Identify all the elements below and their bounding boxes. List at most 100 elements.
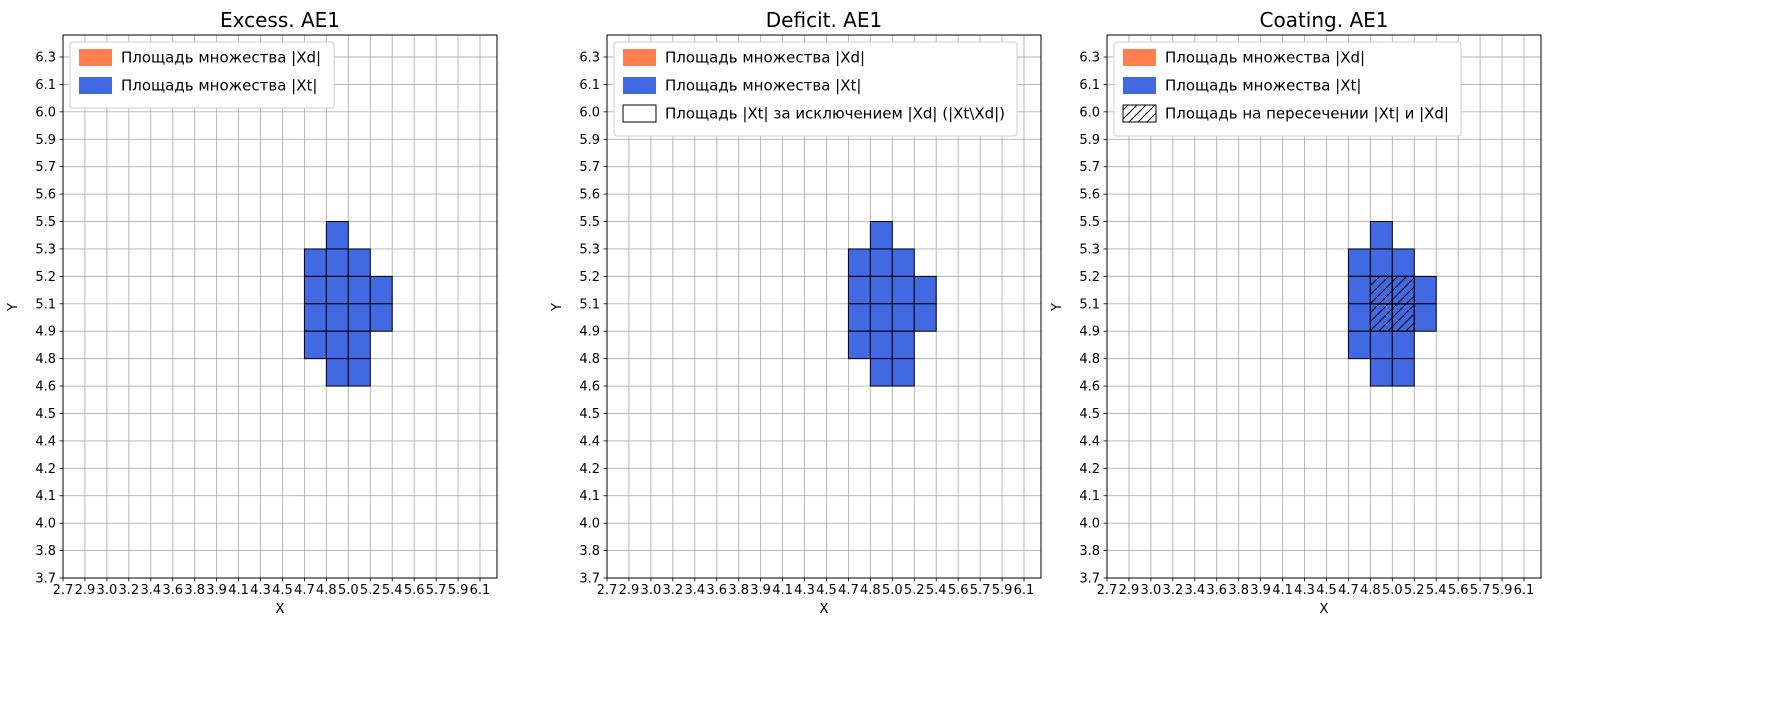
plot-background bbox=[63, 35, 497, 578]
legend-label: Площадь множества |Xt| bbox=[121, 77, 317, 95]
x-tick-label: 4.5 bbox=[816, 583, 837, 598]
x-axis-label-deficit: X bbox=[820, 602, 829, 617]
legend-swatch-solid bbox=[623, 77, 656, 94]
y-tick-label: 5.6 bbox=[35, 188, 56, 203]
y-tick-label: 5.7 bbox=[579, 160, 600, 175]
x-tick-label: 2.9 bbox=[1119, 583, 1140, 598]
y-tick-label: 4.0 bbox=[35, 517, 56, 532]
x-tick-label: 3.8 bbox=[184, 583, 205, 598]
y-tick-label: 4.6 bbox=[1079, 380, 1100, 395]
filled-cell bbox=[847, 275, 871, 305]
y-tick-label: 5.7 bbox=[35, 160, 56, 175]
x-tick-label: 5.7 bbox=[1470, 583, 1491, 598]
hatched-cell bbox=[1391, 303, 1415, 332]
y-tick-label: 3.8 bbox=[579, 544, 600, 559]
filled-cell bbox=[891, 330, 915, 360]
legend-swatch-solid bbox=[79, 77, 112, 94]
x-tick-label: 4.7 bbox=[294, 583, 315, 598]
filled-cell bbox=[913, 275, 937, 305]
filled-cell bbox=[891, 248, 915, 277]
y-tick-label: 6.1 bbox=[35, 78, 56, 93]
y-tick-label: 4.4 bbox=[35, 434, 56, 449]
filled-cell bbox=[303, 303, 327, 332]
x-tick-label: 3.0 bbox=[641, 583, 662, 598]
x-tick-label: 5.4 bbox=[382, 583, 403, 598]
filled-cell bbox=[1413, 303, 1437, 332]
y-tick-label: 5.1 bbox=[1079, 297, 1100, 312]
filled-cell bbox=[1413, 275, 1437, 305]
y-tick-label: 4.9 bbox=[579, 325, 600, 340]
x-tick-label: 5.4 bbox=[1426, 583, 1447, 598]
y-tick-label: 4.8 bbox=[579, 352, 600, 367]
y-tick-label: 4.5 bbox=[35, 407, 56, 422]
x-tick-label: 5.0 bbox=[1382, 583, 1403, 598]
x-tick-label: 5.2 bbox=[904, 583, 925, 598]
y-tick-label: 4.4 bbox=[1079, 434, 1100, 449]
chart-title-deficit: Deficit. AE1 bbox=[766, 8, 882, 32]
filled-cell bbox=[891, 358, 915, 387]
y-tick-label: 4.8 bbox=[35, 352, 56, 367]
filled-cell bbox=[1369, 248, 1393, 277]
x-tick-label: 4.5 bbox=[272, 583, 293, 598]
y-tick-label: 3.8 bbox=[35, 544, 56, 559]
filled-cell bbox=[1391, 248, 1415, 277]
x-tick-label: 4.3 bbox=[1294, 583, 1315, 598]
y-tick-label: 5.9 bbox=[579, 133, 600, 148]
y-tick-label: 5.6 bbox=[1079, 188, 1100, 203]
x-tick-label: 5.6 bbox=[404, 583, 425, 598]
x-tick-label: 2.9 bbox=[619, 583, 640, 598]
y-tick-label: 6.0 bbox=[579, 105, 600, 120]
x-tick-label: 4.7 bbox=[1338, 583, 1359, 598]
x-tick-label: 3.2 bbox=[118, 583, 139, 598]
x-tick-label: 3.9 bbox=[206, 583, 227, 598]
filled-cell bbox=[325, 248, 349, 277]
y-axis-label-deficit: Y bbox=[550, 303, 565, 312]
y-tick-label: 4.1 bbox=[1079, 489, 1100, 504]
filled-cell bbox=[1347, 248, 1371, 277]
chart-deficit: 2.7 2.9 3.0 3.2 3.4 3.6 3.8 3.9 4.1 4.3 4.5 4.7 4.8 5… bbox=[579, 34, 1042, 599]
x-tick-label: 3.4 bbox=[684, 583, 705, 598]
y-tick-label: 6.1 bbox=[579, 78, 600, 93]
hatched-cell bbox=[1391, 275, 1415, 305]
y-tick-label: 4.6 bbox=[579, 380, 600, 395]
filled-cell bbox=[869, 330, 893, 360]
y-tick-label: 4.4 bbox=[579, 434, 600, 449]
filled-cell bbox=[1369, 358, 1393, 387]
y-tick-label: 4.1 bbox=[35, 489, 56, 504]
cells bbox=[1347, 221, 1437, 387]
y-axis-label-coating: Y bbox=[1050, 303, 1065, 312]
tick-labels: 2.7 2.9 3.0 3.2 3.4 3.6 3.8 3.9 4.1 4.3 4.5 4.7 4.8 5… bbox=[1079, 51, 1534, 599]
legend-swatch-solid bbox=[1123, 49, 1156, 66]
filled-cell bbox=[369, 275, 393, 305]
x-tick-label: 5.2 bbox=[1404, 583, 1425, 598]
filled-cell bbox=[891, 275, 915, 305]
x-tick-label: 5.2 bbox=[360, 583, 381, 598]
x-tick-label: 3.4 bbox=[1184, 583, 1205, 598]
x-tick-label: 4.8 bbox=[860, 583, 881, 598]
legend-swatch-solid bbox=[79, 49, 112, 66]
filled-cell bbox=[347, 248, 371, 277]
filled-cell bbox=[869, 248, 893, 277]
y-tick-label: 4.2 bbox=[579, 462, 600, 477]
x-tick-label: 4.3 bbox=[250, 583, 271, 598]
filled-cell bbox=[325, 330, 349, 360]
y-tick-label: 3.8 bbox=[1079, 544, 1100, 559]
filled-cell bbox=[325, 221, 349, 250]
chart-title-coating: Coating. AE1 bbox=[1260, 8, 1389, 32]
filled-cell bbox=[347, 303, 371, 332]
x-tick-label: 3.4 bbox=[140, 583, 161, 598]
filled-cell bbox=[847, 330, 871, 360]
x-tick-label: 5.9 bbox=[992, 583, 1013, 598]
x-tick-label: 5.6 bbox=[948, 583, 969, 598]
y-tick-label: 5.3 bbox=[35, 242, 56, 257]
legend-box bbox=[613, 41, 1018, 137]
legend-swatch-solid bbox=[1123, 77, 1156, 94]
legend-swatch-solid bbox=[623, 49, 656, 66]
y-tick-label: 3.7 bbox=[1079, 572, 1100, 587]
y-tick-label: 4.1 bbox=[579, 489, 600, 504]
x-tick-label: 4.8 bbox=[1360, 583, 1381, 598]
tick-labels: 2.7 2.9 3.0 3.2 3.4 3.6 3.8 3.9 4.1 4.3 4.5 4.7 4.8 5… bbox=[579, 51, 1034, 599]
x-tick-label: 4.8 bbox=[316, 583, 337, 598]
y-tick-label: 5.2 bbox=[579, 270, 600, 285]
